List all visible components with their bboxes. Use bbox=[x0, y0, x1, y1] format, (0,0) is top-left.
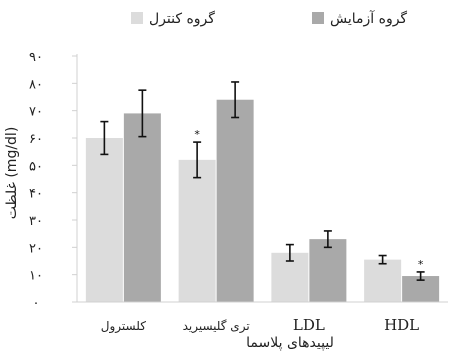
bar bbox=[123, 113, 161, 303]
significance-marker: * bbox=[194, 128, 200, 141]
x-category-label: تری گلیسیرید bbox=[183, 319, 250, 334]
bars: ** bbox=[85, 81, 440, 303]
y-tick-label: ۱۰ bbox=[29, 269, 43, 284]
y-axis-title: غلظت (mg/dl) bbox=[4, 127, 20, 220]
y-tick-label: ۵۰ bbox=[29, 159, 43, 174]
y-tick-label: ۸۰ bbox=[29, 77, 43, 92]
y-tick-label: ۶۰ bbox=[29, 132, 43, 147]
x-category-label: HDL bbox=[384, 316, 419, 334]
bar bbox=[216, 99, 254, 302]
bar bbox=[309, 239, 347, 302]
bar bbox=[178, 159, 216, 302]
legend: گروه کنترل گروه آزمایش bbox=[131, 10, 407, 27]
x-category-label: کلسترول bbox=[101, 319, 146, 334]
bar bbox=[364, 259, 402, 302]
legend-label: گروه کنترل bbox=[149, 10, 215, 27]
y-tick-label: ۴۰ bbox=[29, 187, 43, 202]
y-tick-label: ۷۰ bbox=[29, 105, 43, 120]
y-tick-label: ۳۰ bbox=[29, 214, 43, 229]
bar bbox=[85, 138, 123, 302]
legend-swatch bbox=[312, 12, 324, 24]
legend-label: گروه آزمایش bbox=[330, 10, 407, 27]
legend-swatch bbox=[131, 12, 143, 24]
y-tick-label: ۲۰ bbox=[29, 241, 43, 256]
x-category-label: LDL bbox=[293, 316, 325, 334]
y-axis: ۰ ۱۰ ۲۰ ۳۰ ۴۰ ۵۰ ۶۰ ۷۰ ۸۰ ۹۰ bbox=[29, 50, 78, 311]
x-axis: کلسترول تری گلیسیرید LDL HDL bbox=[77, 301, 448, 334]
y-tick-label: ۰ bbox=[33, 296, 40, 311]
significance-marker: * bbox=[418, 258, 424, 271]
x-axis-title: لیپیدهای پلاسما bbox=[246, 335, 334, 351]
y-tick-label: ۹۰ bbox=[29, 50, 43, 65]
